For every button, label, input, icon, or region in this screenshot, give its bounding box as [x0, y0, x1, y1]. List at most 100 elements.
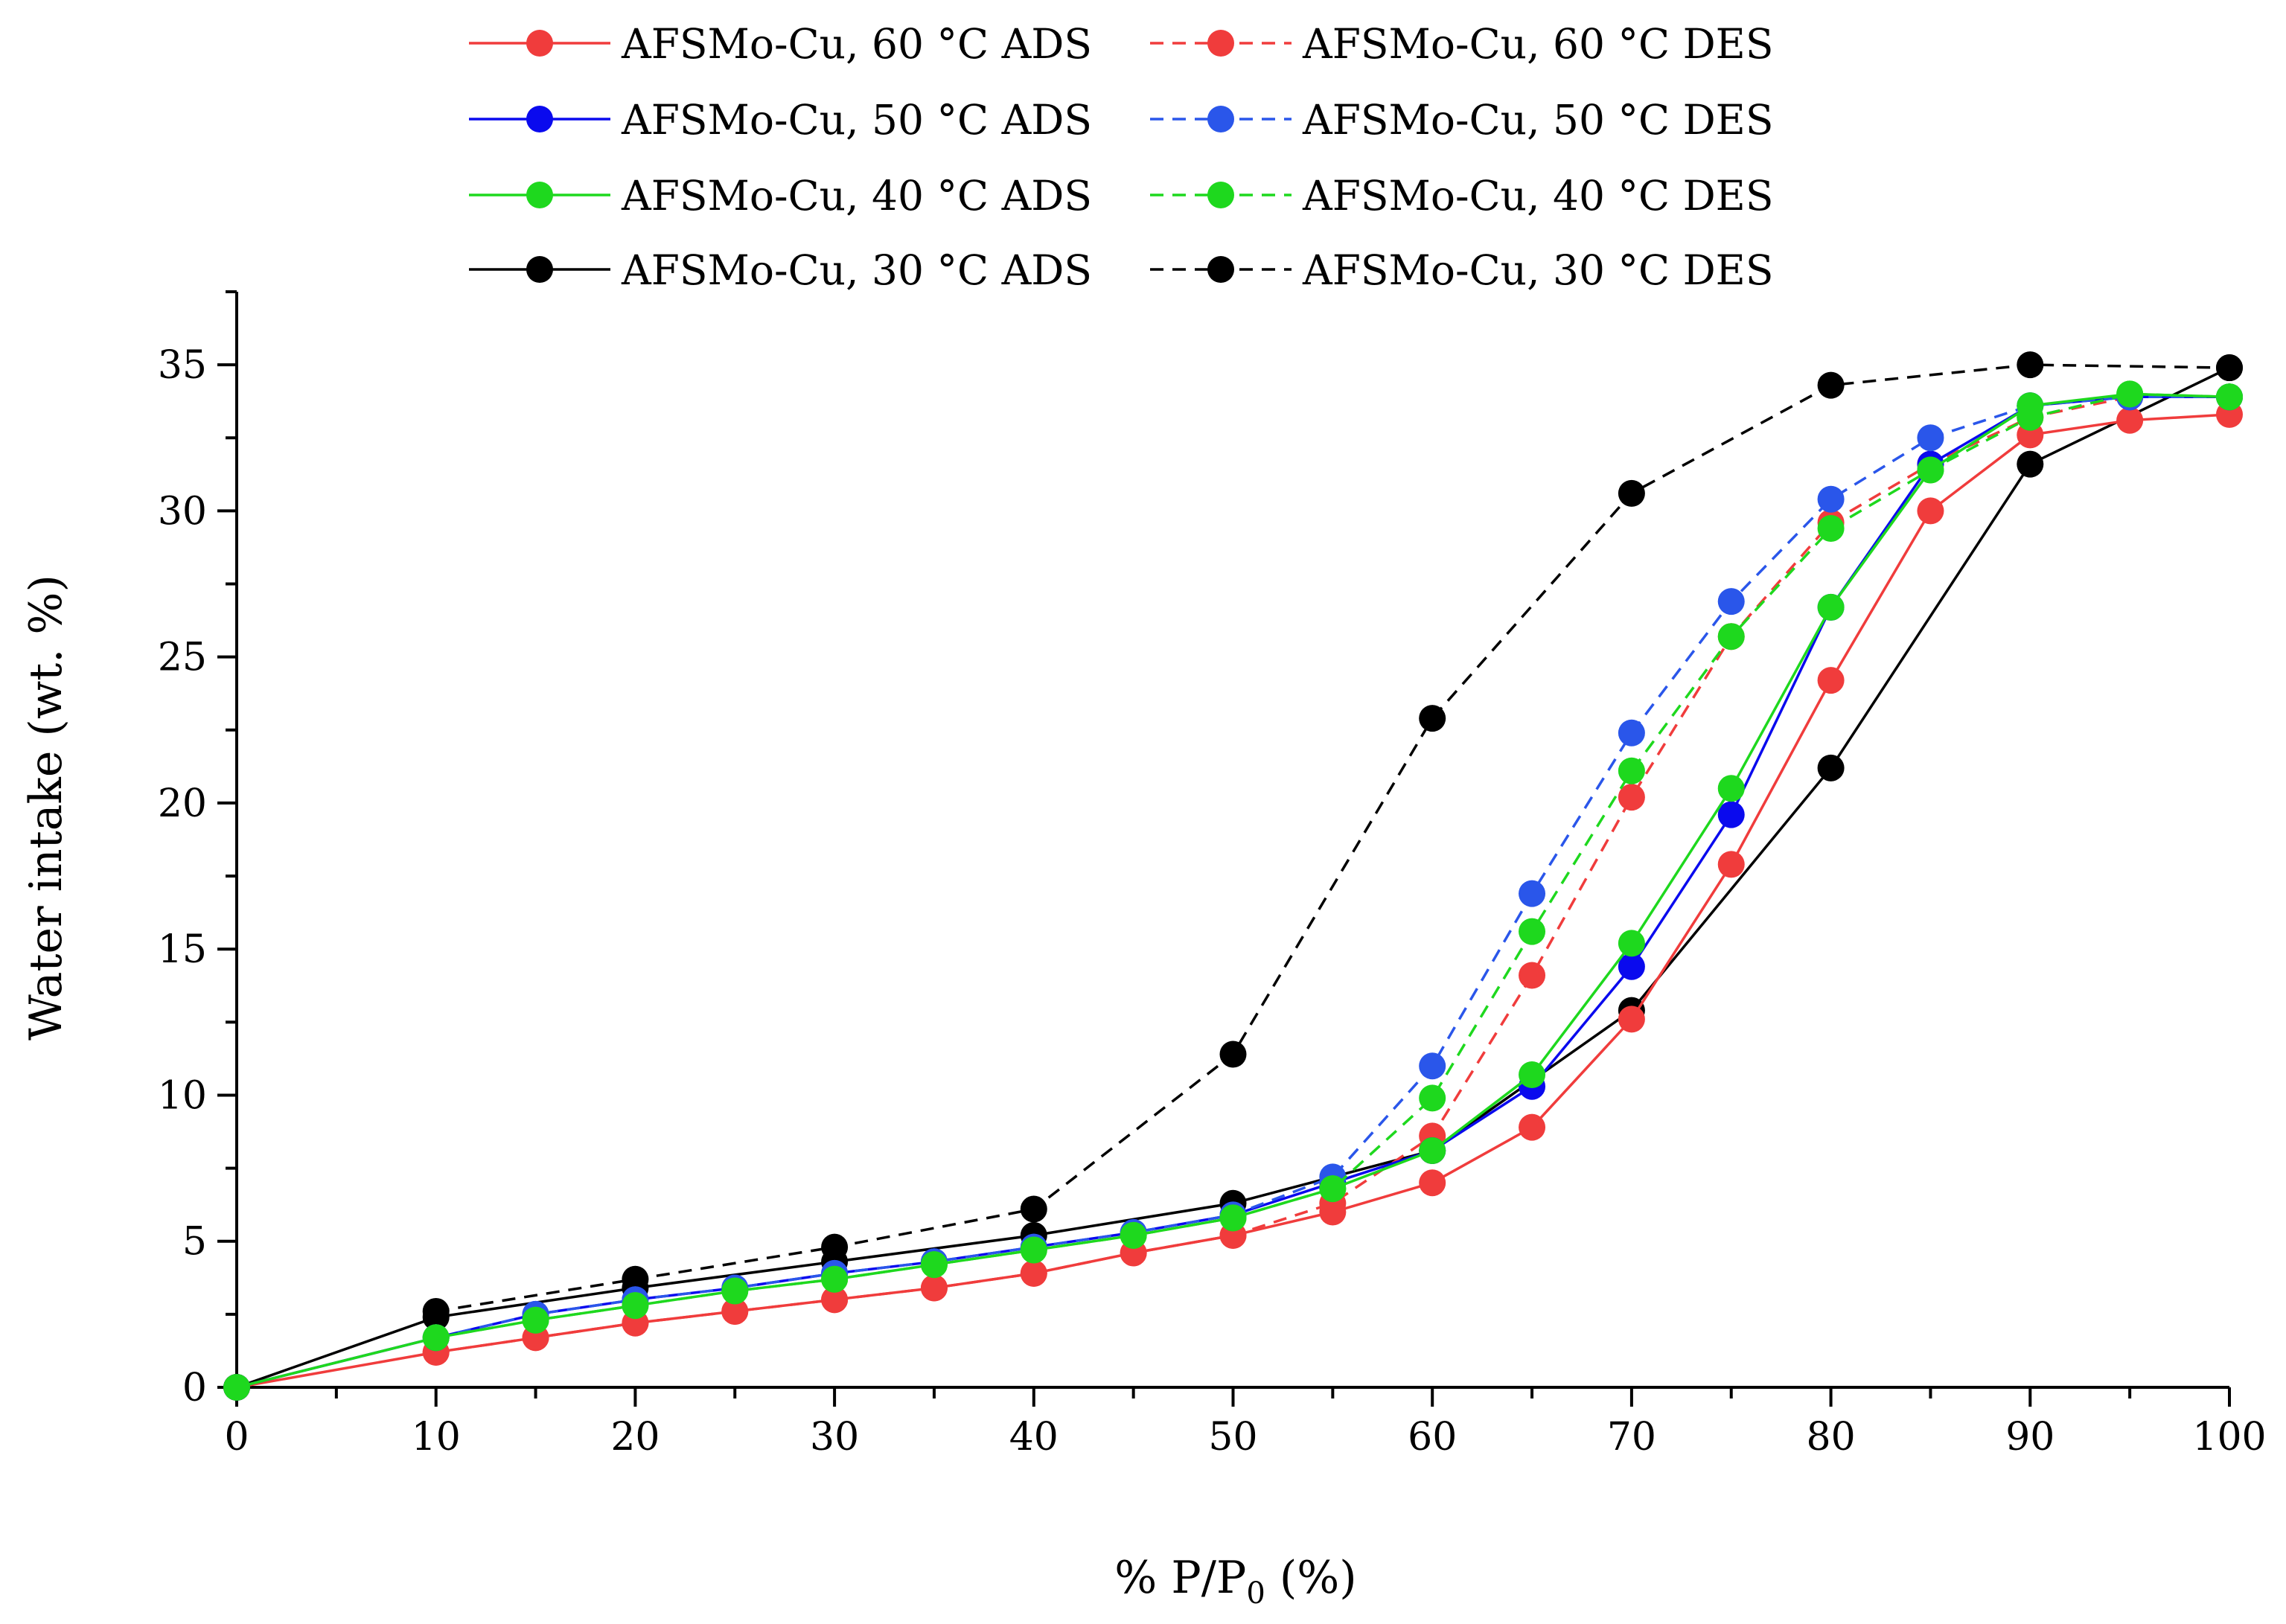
data-point: [1817, 485, 1845, 513]
legend-marker: [1207, 256, 1234, 283]
data-point: [1020, 1259, 1047, 1287]
legend-label: AFSMo-Cu, 60 °C DES: [1302, 20, 1774, 68]
data-point: [1917, 456, 1944, 484]
legend-label: AFSMo-Cu, 40 °C ADS: [621, 172, 1092, 220]
data-point: [2017, 450, 2044, 478]
data-point: [1817, 667, 1845, 694]
data-point: [1519, 880, 1546, 907]
data-point: [1519, 918, 1546, 945]
legend-marker: [1207, 106, 1234, 132]
y-tick-label: 15: [158, 927, 207, 972]
data-point: [920, 1251, 948, 1279]
legend-marker: [526, 30, 553, 57]
data-point: [2216, 354, 2243, 382]
data-point: [1319, 1175, 1347, 1203]
data-point: [1618, 1006, 1645, 1033]
y-tick-label: 25: [158, 636, 207, 680]
data-point: [1219, 1204, 1247, 1232]
data-point: [223, 1374, 250, 1401]
data-point: [1717, 775, 1745, 802]
series-line: [435, 363, 2230, 1313]
data-point: [2116, 406, 2144, 434]
data-point: [622, 1265, 649, 1293]
data-point: [1219, 1040, 1247, 1068]
series-line: [236, 395, 2229, 1389]
series-5: [422, 380, 2243, 1352]
data-point: [1120, 1221, 1147, 1249]
data-point: [2017, 351, 2044, 379]
data-point: [721, 1297, 749, 1325]
data-point: [1817, 514, 1845, 542]
data-point: [1020, 1195, 1047, 1223]
x-tick-label: 70: [1607, 1415, 1656, 1460]
x-tick-label: 40: [1009, 1415, 1059, 1460]
x-tick-label: 10: [412, 1415, 461, 1460]
data-point: [721, 1277, 749, 1305]
data-point: [1519, 962, 1546, 989]
y-tick-label: 10: [158, 1073, 207, 1118]
data-point: [1419, 1137, 1446, 1165]
data-point: [1618, 757, 1645, 784]
data-point: [1419, 705, 1446, 732]
legend-marker: [1207, 30, 1234, 57]
data-point: [1817, 754, 1845, 781]
data-point: [522, 1306, 549, 1334]
data-point: [1817, 593, 1845, 621]
data-point: [2017, 403, 2044, 431]
data-point: [821, 1265, 849, 1293]
y-axis-title: Water intake (wt. %): [20, 575, 72, 1040]
x-tick-label: 50: [1208, 1415, 1257, 1460]
data-point: [1917, 497, 1944, 525]
data-point: [1817, 371, 1845, 399]
data-point: [1717, 801, 1745, 828]
data-point: [2216, 383, 2243, 411]
legend-label: AFSMo-Cu, 30 °C DES: [1302, 246, 1774, 294]
x-tick-label: 100: [2192, 1415, 2266, 1460]
data-point: [1618, 719, 1645, 747]
legend-label: AFSMo-Cu, 60 °C ADS: [621, 20, 1092, 68]
x-tick-label: 30: [810, 1415, 859, 1460]
y-tick-label: 30: [158, 489, 207, 534]
data-point: [1618, 953, 1645, 980]
x-tick-label: 80: [1807, 1415, 1856, 1460]
data-point: [1717, 588, 1745, 616]
legend-label: AFSMo-Cu, 50 °C DES: [1302, 96, 1774, 144]
y-tick-label: 20: [158, 781, 207, 826]
data-point: [821, 1233, 849, 1261]
x-tick-label: 90: [2005, 1415, 2054, 1460]
data-point: [622, 1292, 649, 1320]
data-point: [1618, 930, 1645, 957]
series-line: [236, 413, 2230, 1389]
data-point: [422, 1324, 450, 1352]
data-point: [1519, 1061, 1546, 1088]
data-point: [1717, 851, 1745, 878]
x-tick-label: 0: [224, 1415, 249, 1460]
data-point: [1419, 1169, 1446, 1197]
data-point: [1020, 1236, 1047, 1264]
data-point: [1519, 1113, 1546, 1141]
data-point: [1717, 623, 1745, 650]
data-point: [1917, 424, 1944, 452]
legend-marker: [526, 182, 553, 208]
legend-marker: [526, 106, 553, 132]
data-point: [1419, 1052, 1446, 1080]
data-point: [1618, 479, 1645, 507]
legend-marker: [1207, 182, 1234, 208]
data-point: [1419, 1084, 1446, 1112]
legend-label: AFSMo-Cu, 30 °C ADS: [621, 246, 1092, 294]
y-tick-label: 35: [158, 343, 207, 388]
y-tick-label: 0: [182, 1366, 207, 1410]
legend: AFSMo-Cu, 60 °C ADS AFSMo-Cu, 60 °C DES AF…: [469, 20, 1774, 294]
data-point: [920, 1274, 948, 1302]
y-tick-label: 5: [182, 1220, 207, 1265]
legend-label: AFSMo-Cu, 40 °C DES: [1302, 172, 1774, 220]
x-axis-title-subscript: 0: [1246, 1576, 1265, 1611]
legend-label: AFSMo-Cu, 50 °C ADS: [621, 96, 1092, 144]
axes: 0 10 20 30 40 50 60 70 80 90 100 0 5 10 15 20 25 30 35: [158, 290, 2267, 1460]
series-layer: [223, 351, 2243, 1401]
data-point: [1618, 784, 1645, 811]
data-point: [422, 1297, 450, 1325]
x-tick-label: 20: [610, 1415, 660, 1460]
x-tick-label: 60: [1408, 1415, 1457, 1460]
